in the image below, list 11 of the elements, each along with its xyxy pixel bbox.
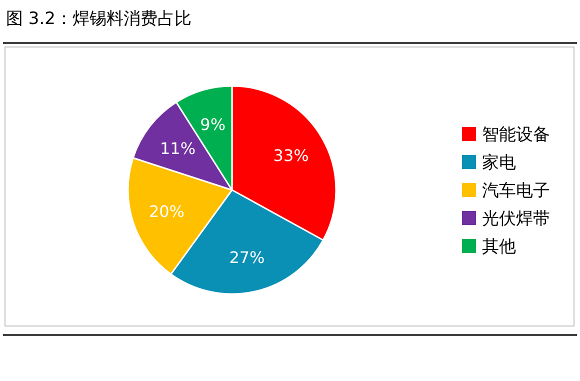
legend-label: 智能设备 — [482, 125, 550, 145]
legend-label: 其他 — [482, 237, 516, 257]
data-label: 27% — [229, 248, 265, 267]
legend-label: 汽车电子 — [482, 181, 550, 201]
legend-label: 家电 — [482, 153, 516, 173]
data-label: 11% — [160, 138, 196, 158]
chart-title: 图 3.2：焊锡料消费占比 — [6, 9, 192, 29]
data-label: 20% — [148, 202, 184, 222]
legend-label: 光伏焊带 — [482, 209, 550, 229]
data-label: 33% — [273, 146, 309, 166]
data-label: 9% — [200, 115, 226, 134]
